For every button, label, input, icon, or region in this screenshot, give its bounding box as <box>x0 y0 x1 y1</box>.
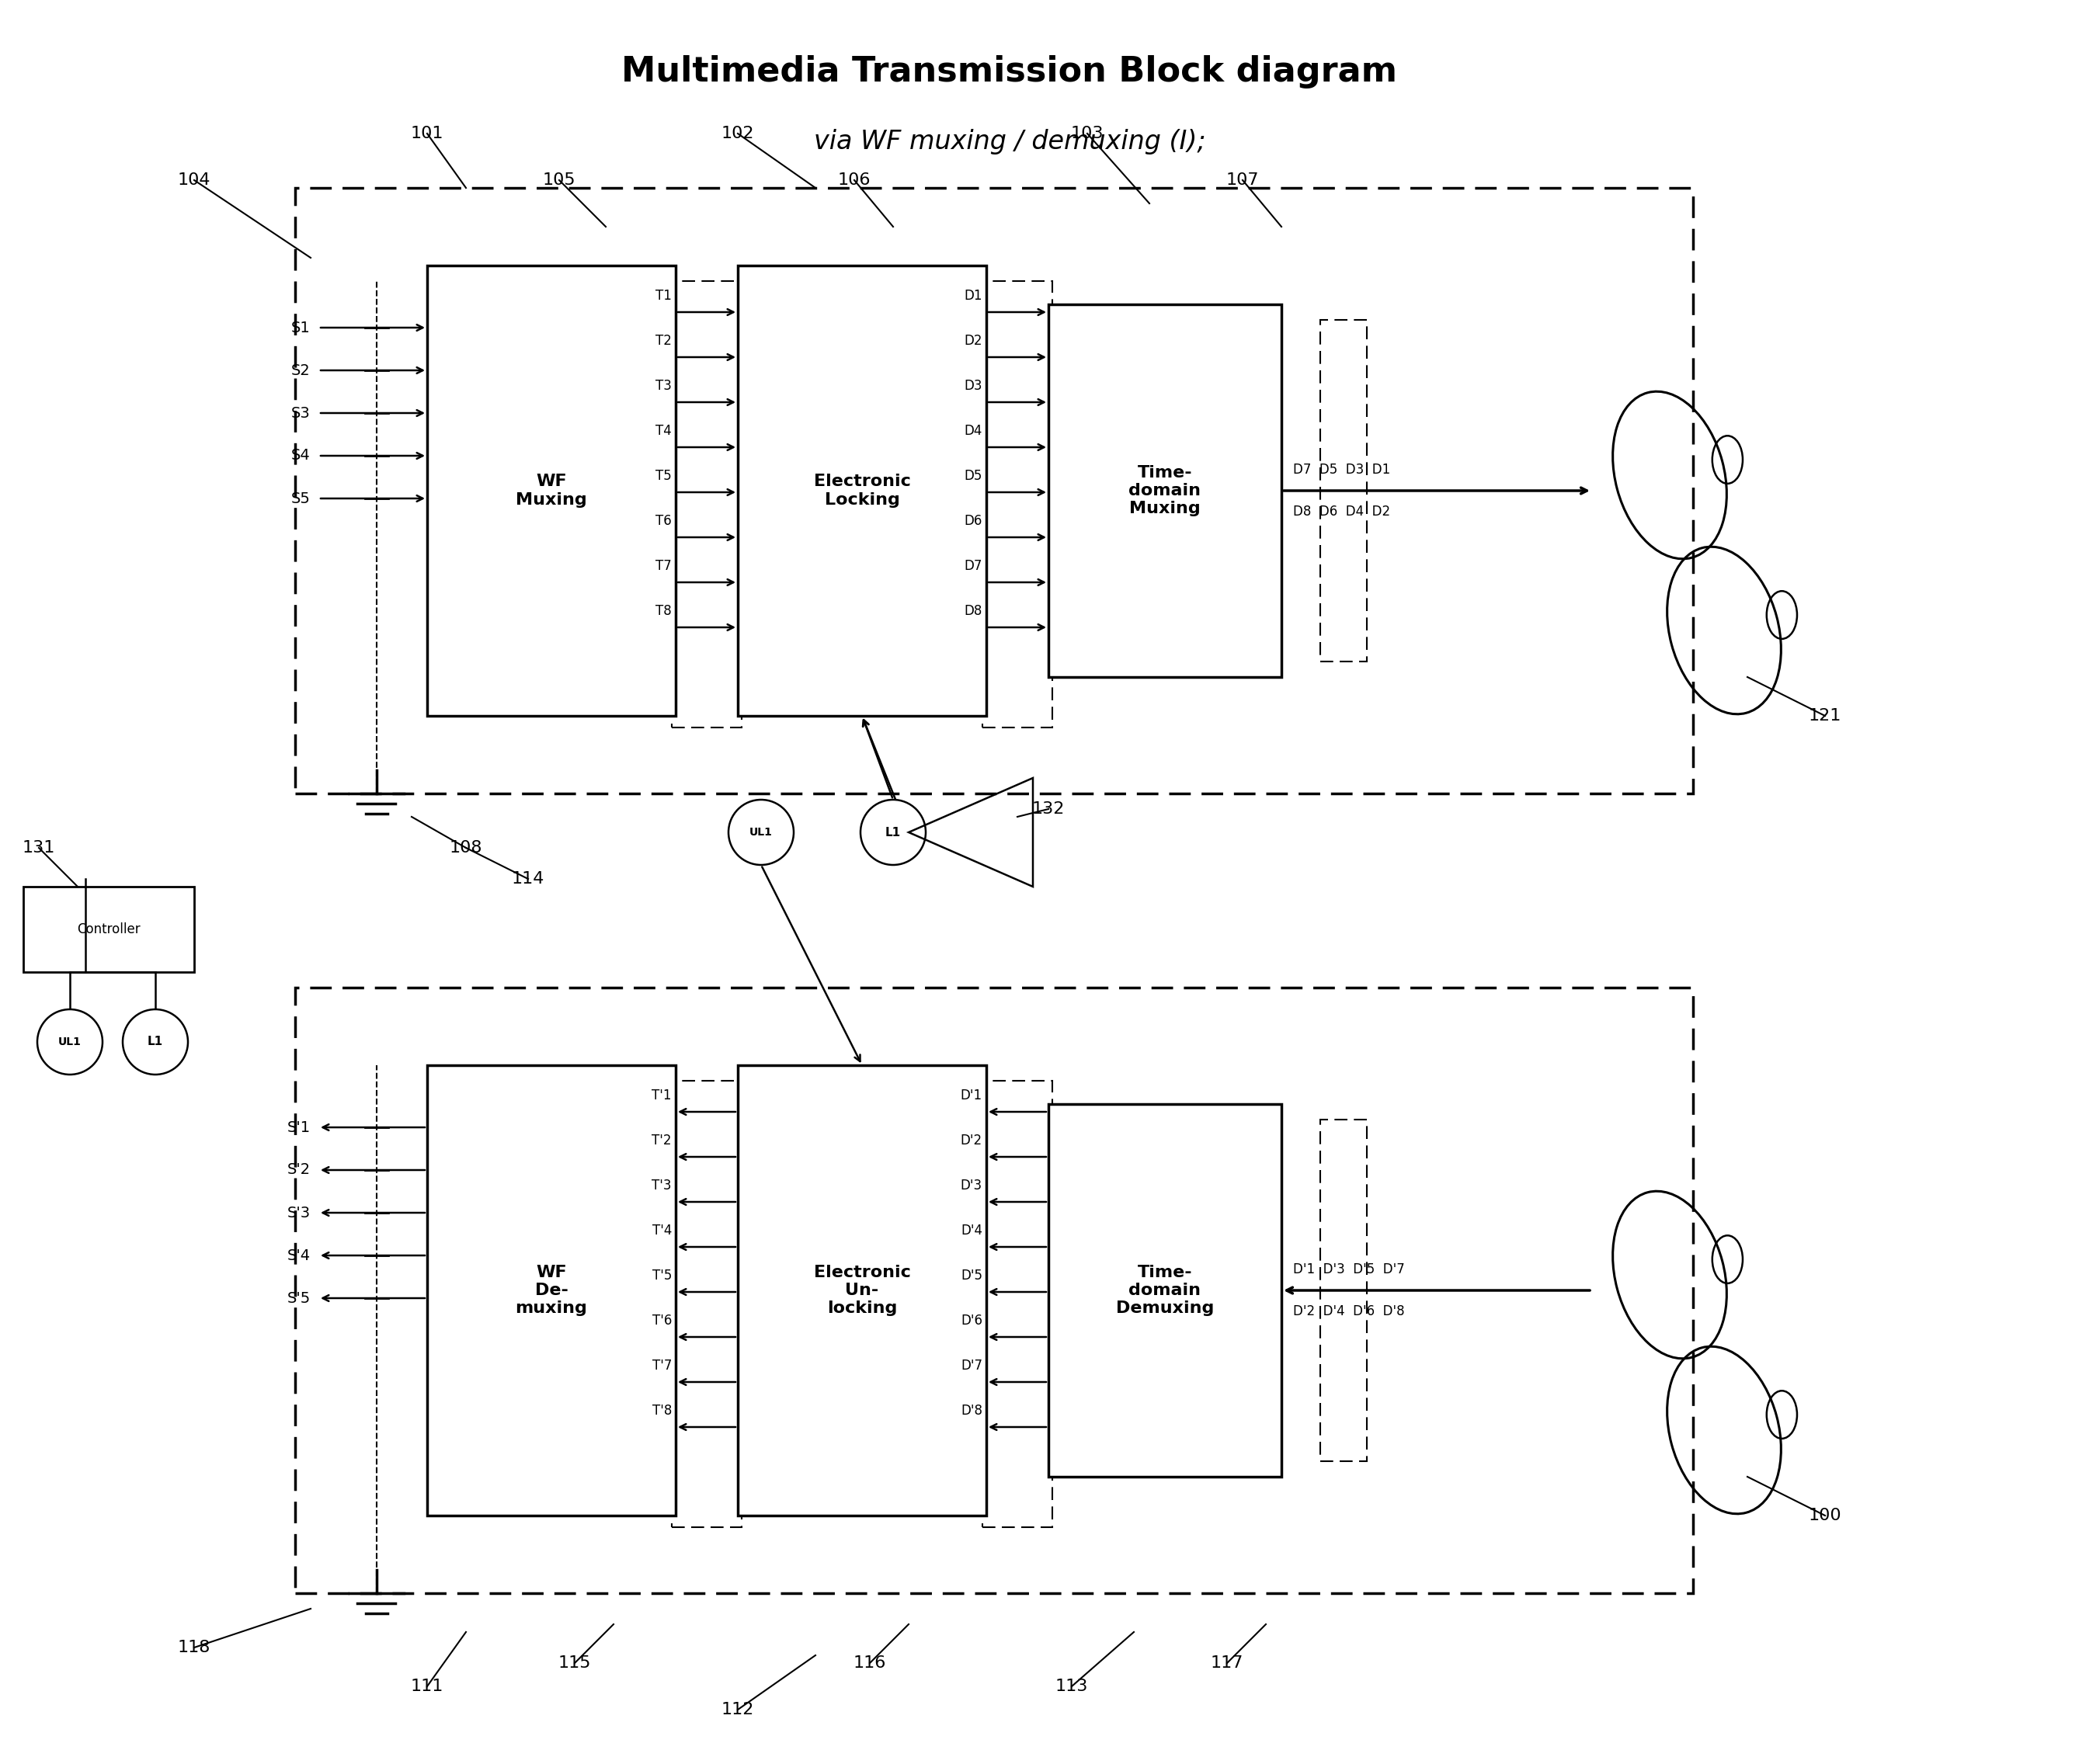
Text: 102: 102 <box>721 125 755 141</box>
Text: S5: S5 <box>291 490 310 506</box>
Text: 131: 131 <box>23 840 56 856</box>
Text: 108: 108 <box>449 840 482 856</box>
Text: T6: T6 <box>655 513 672 527</box>
Text: D1: D1 <box>965 289 983 303</box>
Text: S2: S2 <box>291 363 310 377</box>
Bar <box>672 1081 742 1528</box>
Text: T'7: T'7 <box>653 1358 672 1372</box>
Text: S'3: S'3 <box>287 1205 310 1221</box>
Text: Electronic
Un-
locking: Electronic Un- locking <box>813 1265 911 1316</box>
Text: T7: T7 <box>655 559 672 573</box>
Text: 116: 116 <box>852 1655 886 1671</box>
Text: WF
De-
muxing: WF De- muxing <box>516 1265 588 1316</box>
Bar <box>23 887 193 972</box>
Circle shape <box>37 1009 102 1074</box>
Text: WF
Muxing: WF Muxing <box>516 475 586 508</box>
Text: T2: T2 <box>655 333 672 348</box>
Text: T'3: T'3 <box>653 1178 672 1192</box>
Text: T5: T5 <box>655 469 672 483</box>
Text: T'8: T'8 <box>653 1404 672 1418</box>
Text: Electronic
Locking: Electronic Locking <box>813 475 911 508</box>
Text: D5: D5 <box>965 469 983 483</box>
Text: D8: D8 <box>965 603 983 617</box>
Bar <box>426 1065 676 1515</box>
Text: D8  D6  D4  D2: D8 D6 D4 D2 <box>1293 505 1391 519</box>
Text: D7  D5  D3  D1: D7 D5 D3 D1 <box>1293 462 1391 476</box>
Text: D4: D4 <box>965 423 983 437</box>
Bar <box>738 266 985 716</box>
Text: UL1: UL1 <box>58 1037 81 1048</box>
Bar <box>295 189 1692 794</box>
Circle shape <box>123 1009 187 1074</box>
Text: 114: 114 <box>511 871 545 887</box>
Text: T'4: T'4 <box>653 1224 672 1238</box>
Bar <box>295 988 1692 1593</box>
Text: T4: T4 <box>655 423 672 437</box>
Text: S'1: S'1 <box>287 1120 310 1134</box>
Text: Controller: Controller <box>77 923 141 937</box>
Text: L1: L1 <box>886 827 900 838</box>
Circle shape <box>728 799 794 864</box>
Text: L1: L1 <box>148 1035 162 1048</box>
Bar <box>672 280 742 727</box>
Text: UL1: UL1 <box>751 827 773 838</box>
Text: D'4: D'4 <box>960 1224 983 1238</box>
Text: 112: 112 <box>721 1702 755 1718</box>
Text: S'5: S'5 <box>287 1291 310 1305</box>
Text: D'2  D'4  D'6  D'8: D'2 D'4 D'6 D'8 <box>1293 1304 1405 1318</box>
Text: 103: 103 <box>1071 125 1104 141</box>
Text: T'2: T'2 <box>653 1134 672 1148</box>
Circle shape <box>861 799 925 864</box>
Text: D7: D7 <box>965 559 983 573</box>
Bar <box>1048 1104 1281 1476</box>
Text: 106: 106 <box>838 173 871 189</box>
Bar <box>1048 305 1281 677</box>
Text: D'6: D'6 <box>960 1314 983 1328</box>
Text: 100: 100 <box>1809 1508 1842 1524</box>
Text: Multimedia Transmission Block diagram: Multimedia Transmission Block diagram <box>622 55 1397 88</box>
Text: S'2: S'2 <box>287 1162 310 1177</box>
Text: 132: 132 <box>1031 801 1064 817</box>
Text: D'1  D'3  D'5  D'7: D'1 D'3 D'5 D'7 <box>1293 1263 1405 1277</box>
Text: D3: D3 <box>965 379 983 393</box>
Text: T1: T1 <box>655 289 672 303</box>
Text: Time-
domain
Muxing: Time- domain Muxing <box>1129 466 1202 517</box>
Text: D'7: D'7 <box>960 1358 983 1372</box>
Bar <box>738 1065 985 1515</box>
Text: T8: T8 <box>655 603 672 617</box>
Text: T'1: T'1 <box>653 1088 672 1102</box>
Text: D6: D6 <box>965 513 983 527</box>
Text: S1: S1 <box>291 321 310 335</box>
Text: S'4: S'4 <box>287 1249 310 1263</box>
Bar <box>983 280 1052 727</box>
Text: D'2: D'2 <box>960 1134 983 1148</box>
Bar <box>426 266 676 716</box>
Bar <box>1320 319 1366 662</box>
Bar <box>983 1081 1052 1528</box>
Text: 121: 121 <box>1809 707 1842 723</box>
Text: Time-
domain
Demuxing: Time- domain Demuxing <box>1116 1265 1214 1316</box>
Text: D2: D2 <box>965 333 983 348</box>
Text: D'3: D'3 <box>960 1178 983 1192</box>
Text: 115: 115 <box>557 1655 590 1671</box>
Text: T'5: T'5 <box>653 1268 672 1282</box>
Text: 111: 111 <box>412 1679 443 1693</box>
Text: 101: 101 <box>412 125 443 141</box>
Text: 105: 105 <box>543 173 576 189</box>
Text: D'8: D'8 <box>960 1404 983 1418</box>
Text: D'5: D'5 <box>960 1268 983 1282</box>
Text: via WF muxing / demuxing (I);: via WF muxing / demuxing (I); <box>813 129 1206 153</box>
Text: 107: 107 <box>1227 173 1260 189</box>
Text: 113: 113 <box>1056 1679 1087 1693</box>
Text: S3: S3 <box>291 406 310 420</box>
Text: T'6: T'6 <box>653 1314 672 1328</box>
Bar <box>1320 1120 1366 1461</box>
Text: D'1: D'1 <box>960 1088 983 1102</box>
Text: 104: 104 <box>177 173 210 189</box>
Text: 117: 117 <box>1210 1655 1243 1671</box>
Text: S4: S4 <box>291 448 310 464</box>
Text: T3: T3 <box>655 379 672 393</box>
Text: 118: 118 <box>177 1641 210 1655</box>
